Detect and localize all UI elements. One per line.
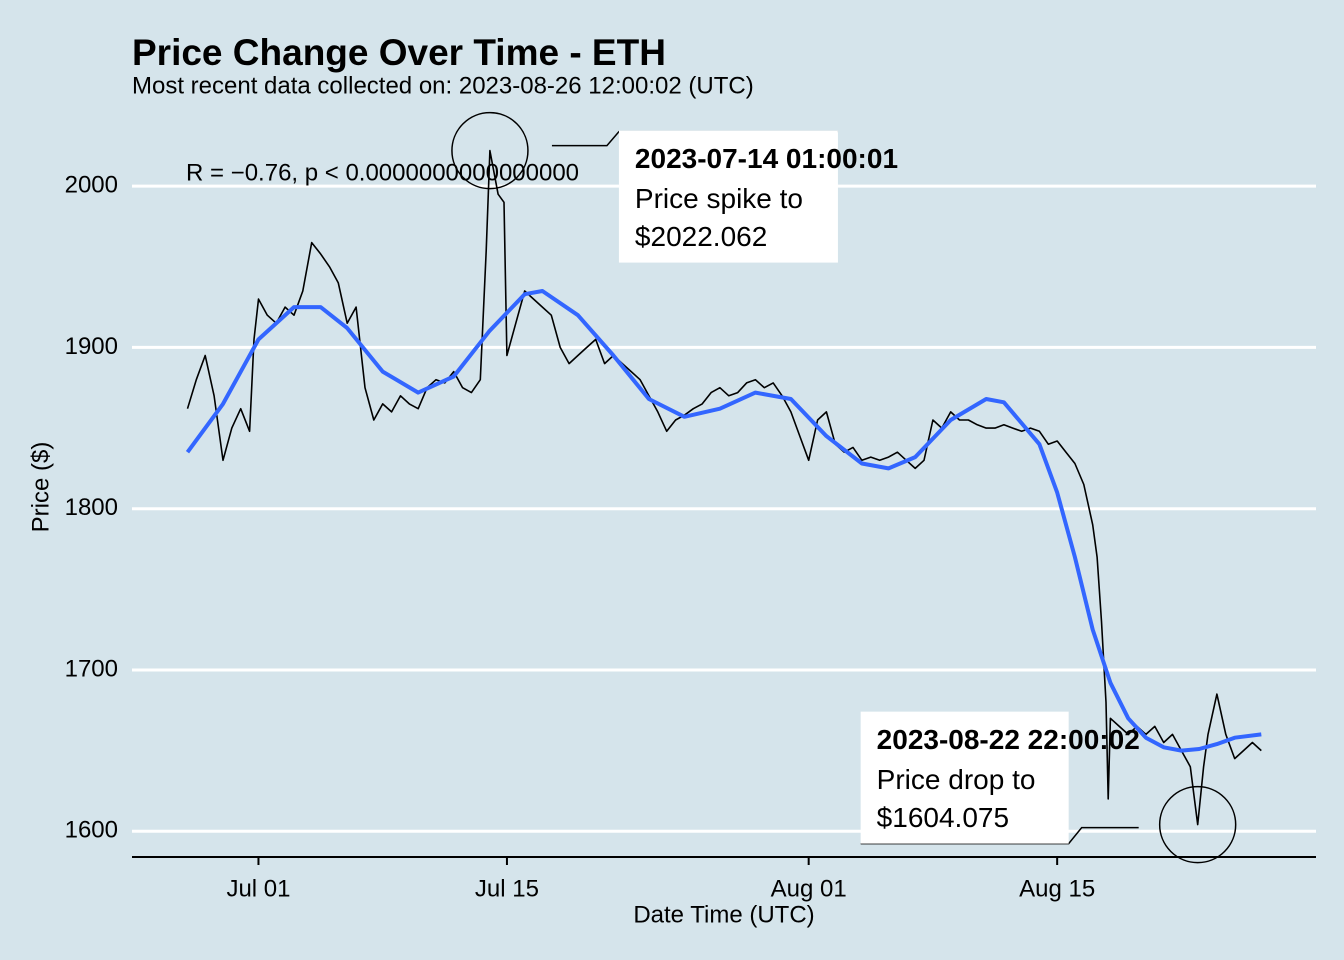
annotations: R = −0.76, p < 0.0000000000000000 2023-07… [186,111,1237,864]
annotation-text: Price spike to [635,183,803,214]
x-tick-label: Jul 01 [226,875,290,902]
stat-label: R = −0.76, p < 0.0000000000000000 [186,159,579,186]
y-tick-label: 1700 [65,655,118,682]
annotation-circle [451,111,529,190]
plot-area [185,149,1262,826]
x-tick-label: Aug 01 [771,875,847,902]
chart-title: Price Change Over Time - ETH [132,32,666,73]
annotation-text: Price drop to [877,764,1036,795]
annotation-title: 2023-07-14 01:00:01 [635,143,898,174]
annotation-circle [1158,785,1237,864]
y-axis-title: Price ($) [27,442,54,533]
x-tick-label: Jul 15 [475,875,539,902]
chart-subtitle: Most recent data collected on: 2023-08-2… [132,72,754,99]
y-tick-label: 1800 [65,494,118,521]
annotation-box [618,130,838,263]
x-axis-title: Date Time (UTC) [633,901,814,928]
price-line [186,149,1262,826]
grid: 1600 1700 1800 1900 2000 Jul 01 Jul 15 Aug 01 Au… [65,172,1316,902]
y-tick-label: 1900 [65,333,118,360]
trend-line [185,289,1262,753]
annotation-title: 2023-08-22 22:00:02 [877,724,1140,755]
y-tick-label: 1600 [65,817,118,844]
y-tick-label: 2000 [65,172,118,199]
annotation-box [860,711,1069,844]
x-tick-label: Aug 15 [1019,875,1095,902]
annotation-value: $1604.075 [877,802,1009,833]
annotation-value: $2022.062 [635,221,767,252]
